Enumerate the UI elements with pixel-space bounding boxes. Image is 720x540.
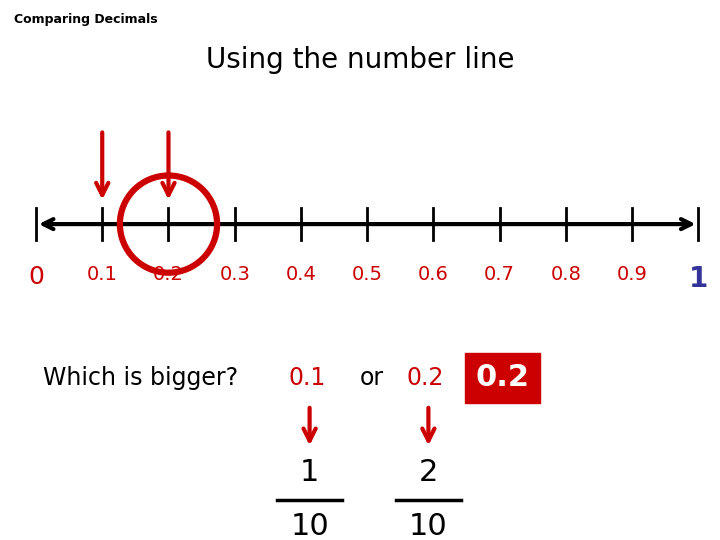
Text: 0.2: 0.2 bbox=[153, 265, 184, 284]
Text: 0.1: 0.1 bbox=[288, 366, 325, 390]
Text: or: or bbox=[360, 366, 384, 390]
Text: Which is bigger?: Which is bigger? bbox=[43, 366, 238, 390]
Text: 0.7: 0.7 bbox=[485, 265, 515, 284]
Text: Using the number line: Using the number line bbox=[206, 46, 514, 74]
Text: 0.2: 0.2 bbox=[407, 366, 444, 390]
Text: 10: 10 bbox=[409, 512, 448, 540]
Text: 10: 10 bbox=[290, 512, 329, 540]
Text: Comparing Decimals: Comparing Decimals bbox=[14, 14, 158, 26]
Text: 1: 1 bbox=[689, 265, 708, 293]
Text: 2: 2 bbox=[419, 458, 438, 487]
Text: 0.9: 0.9 bbox=[617, 265, 647, 284]
Text: 0: 0 bbox=[28, 265, 44, 288]
Text: 0.8: 0.8 bbox=[551, 265, 581, 284]
Text: 0.3: 0.3 bbox=[220, 265, 250, 284]
Text: 0.1: 0.1 bbox=[87, 265, 117, 284]
Text: 0.5: 0.5 bbox=[351, 265, 383, 284]
Text: 0.6: 0.6 bbox=[418, 265, 449, 284]
Text: 0.2: 0.2 bbox=[475, 363, 529, 393]
Text: 1: 1 bbox=[300, 458, 319, 487]
Text: 0.4: 0.4 bbox=[286, 265, 316, 284]
